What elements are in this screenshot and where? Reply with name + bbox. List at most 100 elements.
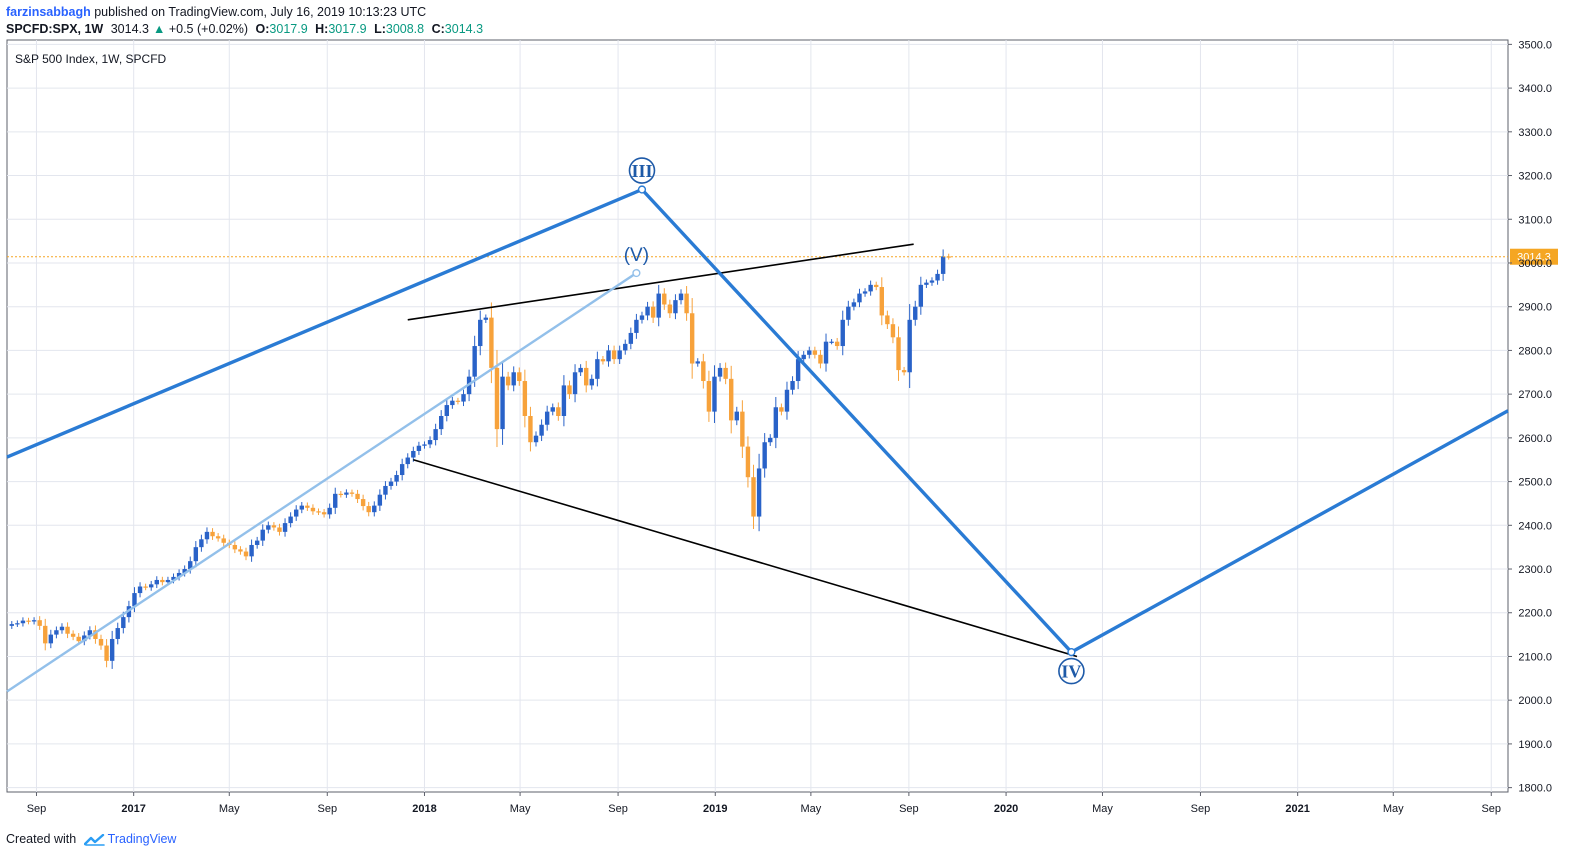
candle [544, 411, 550, 425]
candle [851, 302, 857, 307]
candle [188, 561, 193, 570]
candle [840, 319, 845, 347]
candle [784, 389, 790, 412]
last-price-tag [1510, 248, 1558, 265]
candle [215, 536, 221, 539]
candle [522, 381, 528, 416]
sub-wave-line [6, 272, 638, 693]
wave-label: IV [1061, 662, 1081, 682]
candle [149, 584, 154, 588]
author-link[interactable]: farzinsabbagh [6, 5, 91, 19]
y-tick-label: 3200.0 [1518, 171, 1552, 183]
candle [433, 429, 438, 441]
candle [383, 485, 388, 495]
y-tick-label: 3300.0 [1518, 127, 1552, 139]
y-tick-label: 1800.0 [1518, 783, 1552, 795]
candle [199, 539, 204, 548]
price-axis[interactable]: 1800.0 1900.0 2000.0 2100.0 2200.0 2300.0 2400… [1508, 39, 1552, 795]
change-value: +0.5 (+0.02%) [168, 22, 249, 36]
candle [266, 525, 271, 530]
x-tick-label: May [800, 803, 821, 815]
candle [807, 350, 812, 355]
candle [238, 549, 243, 552]
candle [684, 293, 689, 314]
candle [305, 505, 310, 508]
candle [745, 446, 751, 478]
candle [59, 626, 65, 631]
candle [857, 293, 862, 303]
candle [779, 407, 784, 412]
candle [834, 341, 840, 347]
candle [790, 381, 795, 390]
candle [461, 394, 466, 402]
candle [768, 437, 773, 443]
close-label: C: [431, 22, 445, 36]
drawings[interactable]: III (V) IV [6, 157, 1509, 693]
candle [444, 405, 449, 416]
chart-title: S&P 500 Index, 1W, SPCFD [15, 52, 167, 66]
candle [232, 544, 238, 550]
candle [701, 361, 706, 382]
candle [729, 378, 734, 421]
candle [344, 492, 349, 495]
candle [294, 509, 299, 517]
candle [572, 372, 578, 395]
candle [416, 445, 422, 451]
candle [160, 579, 165, 583]
candle [489, 317, 494, 368]
y-tick-label: 2000.0 [1518, 695, 1552, 707]
candle [717, 367, 723, 377]
candle [277, 527, 282, 532]
candle [154, 579, 159, 585]
candle [918, 284, 924, 307]
y-tick-label: 3000.0 [1518, 258, 1552, 270]
time-axis[interactable]: Sep 2017 May Sep 2018 May Sep 2019 May Sep 2020 May… [27, 792, 1501, 815]
last-price-line: 3014.3 [7, 248, 1558, 265]
candle [48, 634, 54, 644]
candle [528, 416, 533, 443]
candle [165, 579, 171, 583]
candle [673, 300, 678, 314]
candle [611, 350, 617, 360]
candle [26, 620, 31, 622]
candle [388, 481, 394, 486]
candle [723, 367, 728, 379]
elliott-wave-line [6, 187, 1509, 655]
candle [333, 493, 338, 508]
x-tick-label: 2018 [412, 803, 436, 815]
candles [9, 249, 951, 669]
symbol-label[interactable]: SPCFD:SPX, 1W [6, 22, 104, 36]
candle [54, 630, 59, 635]
x-tick-label: Sep [27, 803, 47, 815]
x-tick-label: May [1092, 803, 1113, 815]
candle [885, 315, 890, 325]
x-tick-label: 2019 [703, 803, 727, 815]
candle [478, 319, 483, 347]
candle [171, 576, 176, 580]
candle [243, 551, 249, 557]
wave-label-circle [628, 157, 656, 184]
tradingview-brand[interactable]: TradingView [107, 832, 177, 846]
candle [210, 531, 215, 537]
candle [394, 475, 399, 482]
candle [556, 407, 561, 416]
candle [427, 440, 433, 445]
candle [862, 291, 868, 294]
y-tick-label: 3400.0 [1518, 83, 1552, 95]
trend-line [407, 243, 914, 321]
candle [734, 411, 739, 421]
candle [561, 385, 567, 416]
candle [405, 457, 410, 465]
candle [662, 293, 667, 305]
candle [623, 343, 628, 351]
x-tick-label: May [1383, 803, 1404, 815]
candle [411, 450, 416, 458]
candle [472, 346, 477, 377]
candle [43, 625, 48, 644]
candle [310, 507, 316, 512]
candle [712, 376, 717, 412]
y-tick-label: 2400.0 [1518, 520, 1552, 532]
candle [121, 617, 126, 629]
candle [517, 372, 522, 382]
